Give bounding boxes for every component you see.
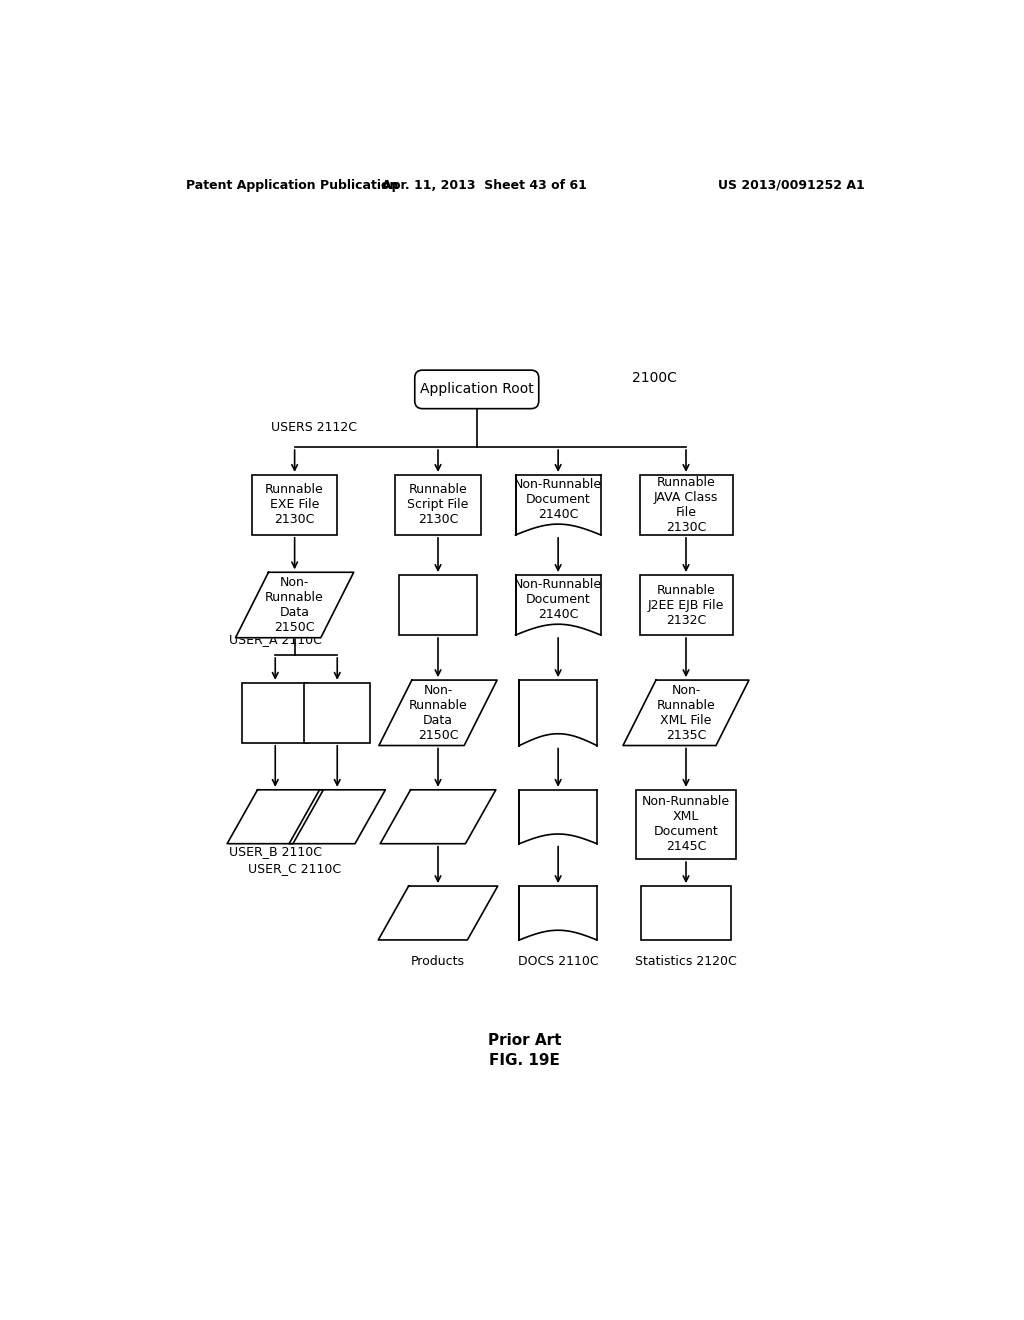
Bar [640,475,732,535]
Text: Runnable
JAVA Class
File
2130C: Runnable JAVA Class File 2130C [653,477,718,533]
Text: Non-Runnable
Document
2140C: Non-Runnable Document 2140C [514,478,602,521]
Polygon shape [378,886,498,940]
Text: USER_A 2110C: USER_A 2110C [228,634,322,647]
Text: USERS 2112C: USERS 2112C [271,421,357,434]
Polygon shape [380,789,496,843]
Polygon shape [519,789,597,843]
Text: Non-Runnable
XML
Document
2145C: Non-Runnable XML Document 2145C [642,796,730,854]
Text: Products: Products [411,956,465,969]
Bar [636,789,736,859]
Text: USER_C 2110C: USER_C 2110C [248,862,341,875]
Bar [641,886,730,940]
Polygon shape [236,573,353,638]
Bar [252,475,337,535]
Text: Non-
Runnable
Data
2150C: Non- Runnable Data 2150C [409,684,467,742]
Text: Apr. 11, 2013  Sheet 43 of 61: Apr. 11, 2013 Sheet 43 of 61 [382,178,587,191]
Text: Non-
Runnable
Data
2150C: Non- Runnable Data 2150C [265,576,324,634]
Text: Application Root: Application Root [420,383,534,396]
FancyBboxPatch shape [415,370,539,409]
Bar [243,682,308,743]
Text: Runnable
J2EE EJB File
2132C: Runnable J2EE EJB File 2132C [648,583,724,627]
Bar [304,682,371,743]
Text: US 2013/0091252 A1: US 2013/0091252 A1 [718,178,864,191]
Text: Runnable
EXE File
2130C: Runnable EXE File 2130C [265,483,324,527]
Text: Non-Runnable
Document
2140C: Non-Runnable Document 2140C [514,578,602,622]
Bar [399,576,477,635]
Text: USER_B 2110C: USER_B 2110C [228,845,322,858]
Polygon shape [515,576,601,635]
Polygon shape [519,680,597,746]
Bar [395,475,480,535]
Polygon shape [519,886,597,940]
Text: Statistics 2120C: Statistics 2120C [635,956,737,969]
Text: Non-
Runnable
XML File
2135C: Non- Runnable XML File 2135C [656,684,716,742]
Text: Patent Application Publication: Patent Application Publication [186,178,398,191]
Polygon shape [289,789,385,843]
Polygon shape [379,680,497,746]
Polygon shape [227,789,324,843]
Text: Runnable
Script File
2130C: Runnable Script File 2130C [408,483,469,527]
Text: 2100C: 2100C [632,371,677,385]
Text: FIG. 19E: FIG. 19E [489,1053,560,1068]
Bar [640,576,732,635]
Text: Prior Art: Prior Art [488,1032,561,1048]
Polygon shape [515,475,601,535]
Polygon shape [623,680,749,746]
Text: DOCS 2110C: DOCS 2110C [518,956,598,969]
